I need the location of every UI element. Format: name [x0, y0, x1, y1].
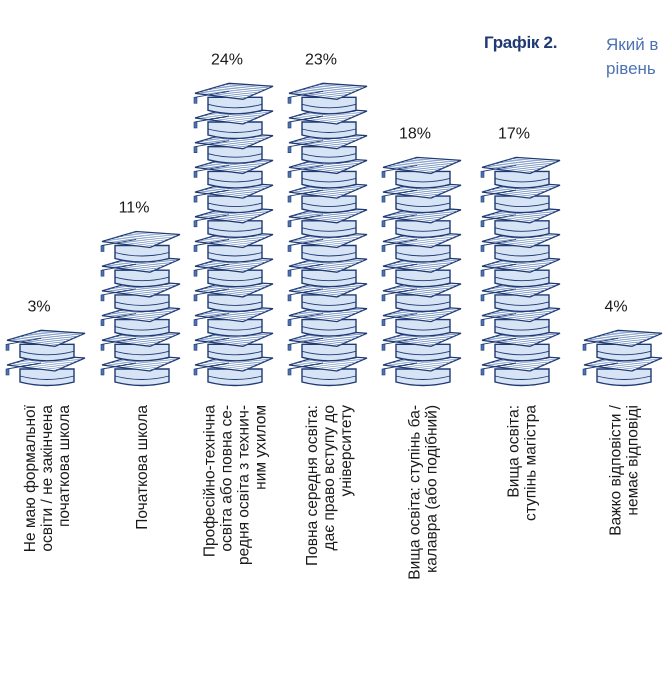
category-label-line: немає відповіді	[625, 405, 642, 516]
bar-stack	[287, 82, 368, 387]
category-label: Важко відповісти / немає відповіді	[608, 404, 642, 535]
category-label: Вища освіта: ступінь магістра	[506, 405, 540, 521]
category-label-line: ступінь магістра	[523, 405, 540, 521]
chart-bars	[5, 82, 663, 387]
value-label: 3%	[27, 298, 50, 315]
category-label-line: калавра (або подібний)	[424, 405, 441, 573]
value-labels: 3% 11% 24% 23% 18% 17% 4%	[27, 51, 627, 315]
category-label: Професійно-технічна освіта або повна се-р…	[202, 405, 270, 565]
category-label-line: ним ухилом	[253, 405, 270, 490]
category-label-line: редня освіта з технич-	[236, 405, 253, 565]
graduation-cap-icon	[5, 329, 86, 362]
bar-stack	[381, 156, 462, 387]
category-label: Вища освіта: ступінь ба-калавра (або под…	[407, 405, 441, 580]
category-labels: Не маю формальної освіти / не закінчена по…	[22, 404, 642, 579]
category-label-line: Повна середня освіта:	[304, 405, 321, 566]
category-label-line: освіта або повна се-	[219, 405, 236, 552]
chart-label: Графік 2.	[484, 33, 558, 52]
bar-stack	[5, 329, 86, 387]
category-label-line: дає право вступу до	[321, 405, 338, 550]
graduation-cap-icon	[287, 82, 368, 115]
category-label-line: освіти / не закінчена	[39, 405, 56, 552]
chart-question-line: Який в	[606, 35, 659, 54]
category-label-line: університету	[338, 405, 355, 497]
value-label: 23%	[305, 51, 337, 68]
bar-stack	[480, 156, 561, 387]
category-label-line: Вища освіта: ступінь ба-	[407, 405, 424, 580]
value-label: 18%	[399, 125, 431, 142]
category-label: Початкова школа	[134, 405, 151, 530]
bar-stack	[193, 82, 274, 387]
graduation-cap-icon	[381, 156, 462, 189]
value-label: 17%	[498, 125, 530, 142]
graduation-cap-icon	[193, 82, 274, 115]
bar-stack	[100, 230, 181, 387]
category-label-line: Початкова школа	[134, 405, 151, 530]
graduation-cap-icon	[193, 230, 274, 263]
value-label: 4%	[604, 298, 627, 315]
category-label-line: Професійно-технічна	[202, 405, 219, 558]
bar-stack	[582, 329, 663, 387]
category-label-line: Вища освіта:	[506, 405, 523, 498]
graduation-cap-icon	[100, 230, 181, 263]
chart-question-line: рівень	[606, 59, 656, 78]
graduation-cap-icon	[287, 255, 368, 288]
category-label-line: Важко відповісти /	[608, 404, 625, 535]
category-label-line: Не маю формальної	[22, 404, 39, 552]
graduation-cap-icon	[582, 329, 663, 362]
category-label: Повна середня освіта: дає право вступу до…	[304, 405, 355, 566]
value-label: 24%	[211, 51, 243, 68]
graduation-cap-icon	[480, 156, 561, 189]
category-label: Не маю формальної освіти / не закінчена по…	[22, 404, 73, 552]
chart-question: Який в рівень	[606, 33, 667, 81]
category-label-line: початкова школа	[56, 405, 73, 527]
value-label: 11%	[119, 200, 150, 217]
